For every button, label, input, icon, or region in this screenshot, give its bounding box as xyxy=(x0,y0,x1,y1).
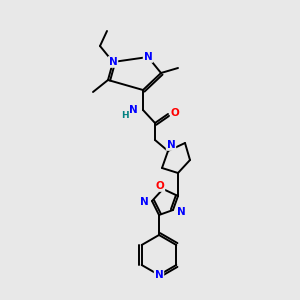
Text: N: N xyxy=(109,57,117,67)
Text: N: N xyxy=(167,140,176,150)
Text: N: N xyxy=(129,105,137,115)
Text: N: N xyxy=(154,270,164,280)
Text: O: O xyxy=(171,108,179,118)
Text: O: O xyxy=(156,181,164,191)
Text: N: N xyxy=(144,52,152,62)
Text: N: N xyxy=(177,207,185,217)
Text: H: H xyxy=(121,112,129,121)
Text: N: N xyxy=(140,197,148,207)
